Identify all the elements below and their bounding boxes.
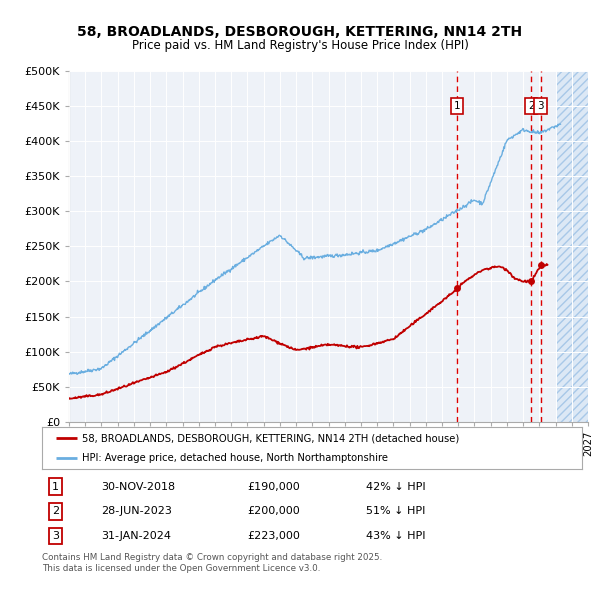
Text: 1: 1 xyxy=(52,481,59,491)
Text: 2: 2 xyxy=(528,101,535,111)
Text: HPI: Average price, detached house, North Northamptonshire: HPI: Average price, detached house, Nort… xyxy=(83,454,389,463)
Text: 58, BROADLANDS, DESBOROUGH, KETTERING, NN14 2TH (detached house): 58, BROADLANDS, DESBOROUGH, KETTERING, N… xyxy=(83,434,460,444)
Text: 1: 1 xyxy=(454,101,460,111)
Text: 28-JUN-2023: 28-JUN-2023 xyxy=(101,506,172,516)
Bar xyxy=(556,71,588,422)
Text: £223,000: £223,000 xyxy=(247,531,300,541)
Text: 51% ↓ HPI: 51% ↓ HPI xyxy=(366,506,425,516)
Bar xyxy=(556,71,588,422)
Text: 30-NOV-2018: 30-NOV-2018 xyxy=(101,481,176,491)
Text: £200,000: £200,000 xyxy=(247,506,300,516)
Text: Price paid vs. HM Land Registry's House Price Index (HPI): Price paid vs. HM Land Registry's House … xyxy=(131,39,469,52)
Text: 42% ↓ HPI: 42% ↓ HPI xyxy=(366,481,425,491)
Text: 3: 3 xyxy=(538,101,544,111)
Text: 3: 3 xyxy=(52,531,59,541)
Text: 58, BROADLANDS, DESBOROUGH, KETTERING, NN14 2TH: 58, BROADLANDS, DESBOROUGH, KETTERING, N… xyxy=(77,25,523,39)
Text: Contains HM Land Registry data © Crown copyright and database right 2025.
This d: Contains HM Land Registry data © Crown c… xyxy=(42,553,382,573)
Text: £190,000: £190,000 xyxy=(247,481,300,491)
Text: 43% ↓ HPI: 43% ↓ HPI xyxy=(366,531,425,541)
Text: 2: 2 xyxy=(52,506,59,516)
Text: 31-JAN-2024: 31-JAN-2024 xyxy=(101,531,172,541)
